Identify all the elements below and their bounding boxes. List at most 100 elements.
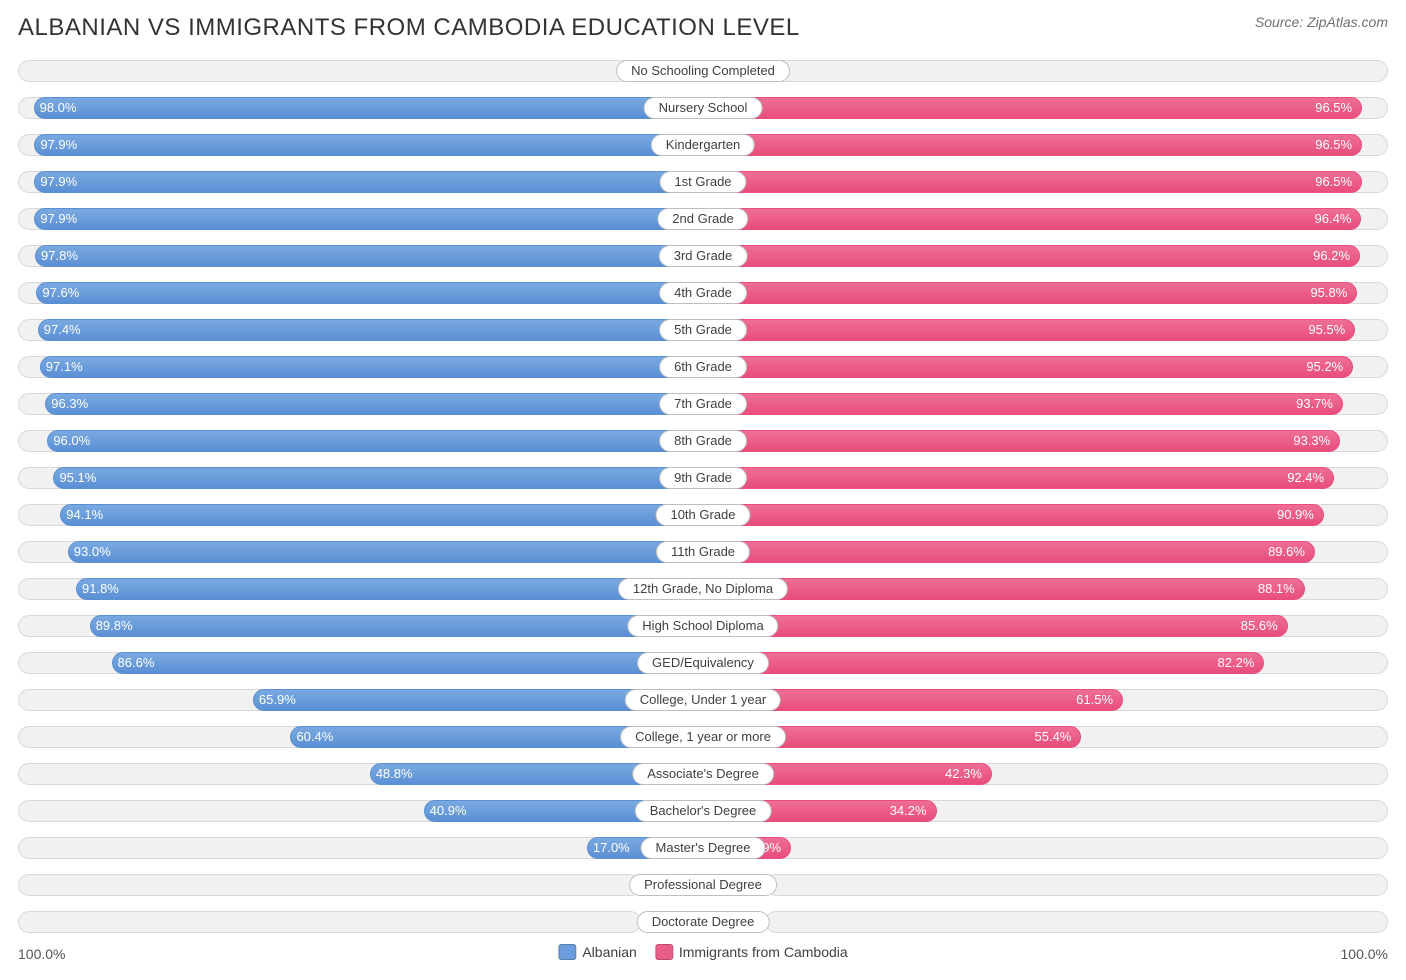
bar-right: [703, 467, 1334, 489]
bar-right: [703, 208, 1361, 230]
bar-left: [90, 615, 703, 637]
value-left: 60.4%: [296, 726, 333, 748]
value-left: 98.0%: [40, 97, 77, 119]
bar-left: [34, 171, 703, 193]
bar-left: [76, 578, 703, 600]
source-name: ZipAtlas.com: [1307, 14, 1388, 30]
value-left: 97.4%: [44, 319, 81, 341]
track-right: [765, 874, 1388, 896]
bar-right: [703, 541, 1315, 563]
value-left: 48.8%: [376, 763, 413, 785]
value-right: 93.3%: [1293, 430, 1330, 452]
bar-left: [68, 541, 703, 563]
track-left: [18, 837, 641, 859]
legend-label-right: Immigrants from Cambodia: [679, 944, 848, 960]
category-label: GED/Equivalency: [637, 652, 769, 674]
legend-swatch-right: [655, 944, 673, 960]
category-label: 4th Grade: [659, 282, 747, 304]
chart-row: 95.1%92.4%9th Grade: [18, 463, 1388, 493]
value-right: 82.2%: [1218, 652, 1255, 674]
bar-left: [38, 319, 703, 341]
chart-row: 94.1%90.9%10th Grade: [18, 500, 1388, 530]
value-left: 93.0%: [74, 541, 111, 563]
bar-right: [703, 97, 1362, 119]
legend-item-right: Immigrants from Cambodia: [655, 944, 848, 960]
chart-row: 89.8%85.6%High School Diploma: [18, 611, 1388, 641]
bar-left: [47, 430, 703, 452]
bar-left: [34, 134, 703, 156]
bar-right: [703, 393, 1343, 415]
value-right: 96.5%: [1315, 97, 1352, 119]
chart-row: 97.9%96.4%2nd Grade: [18, 204, 1388, 234]
legend-label-left: Albanian: [582, 944, 637, 960]
chart-row: 60.4%55.4%College, 1 year or more: [18, 722, 1388, 752]
diverging-bar-chart: 2.1%3.5%No Schooling Completed98.0%96.5%…: [18, 56, 1388, 937]
value-left: 86.6%: [118, 652, 155, 674]
value-right: 85.6%: [1241, 615, 1278, 637]
bar-left: [112, 652, 703, 674]
value-right: 96.5%: [1315, 171, 1352, 193]
category-label: Master's Degree: [641, 837, 766, 859]
legend: Albanian Immigrants from Cambodia: [558, 944, 847, 960]
value-left: 97.1%: [46, 356, 83, 378]
bar-right: [703, 578, 1305, 600]
chart-row: 98.0%96.5%Nursery School: [18, 93, 1388, 123]
category-label: College, Under 1 year: [625, 689, 781, 711]
category-label: Doctorate Degree: [637, 911, 770, 933]
value-left: 17.0%: [593, 837, 630, 859]
chart-row: 97.4%95.5%5th Grade: [18, 315, 1388, 345]
bar-left: [34, 97, 703, 119]
category-label: Associate's Degree: [632, 763, 774, 785]
chart-row: 96.3%93.7%7th Grade: [18, 389, 1388, 419]
category-label: 2nd Grade: [657, 208, 748, 230]
bar-right: [703, 171, 1362, 193]
value-left: 40.9%: [430, 800, 467, 822]
chart-footer: 100.0% Albanian Immigrants from Cambodia…: [18, 944, 1388, 970]
chart-title: ALBANIAN VS IMMIGRANTS FROM CAMBODIA EDU…: [18, 14, 800, 42]
chart-row: 86.6% 82.2% GED/Equivalency: [18, 648, 1388, 678]
legend-swatch-left: [558, 944, 576, 960]
bar-left: [53, 467, 703, 489]
legend-item-left: Albanian: [558, 944, 637, 960]
value-left: 65.9%: [259, 689, 296, 711]
value-left: 97.9%: [40, 134, 77, 156]
bar-right: [703, 245, 1360, 267]
category-label: 11th Grade: [656, 541, 750, 563]
header: ALBANIAN VS IMMIGRANTS FROM CAMBODIA EDU…: [18, 14, 1388, 42]
bar-right: [703, 319, 1355, 341]
track-right: [765, 911, 1388, 933]
category-label: 3rd Grade: [659, 245, 748, 267]
value-left: 96.0%: [53, 430, 90, 452]
chart-row: 65.9% 61.5% College, Under 1 year: [18, 685, 1388, 715]
bar-left: [40, 356, 703, 378]
value-left: 95.1%: [59, 467, 96, 489]
bar-left: [34, 208, 703, 230]
track-right: [765, 837, 1388, 859]
value-left: 94.1%: [66, 504, 103, 526]
chart-row: 48.8%42.3%Associate's Degree: [18, 759, 1388, 789]
category-label: Professional Degree: [629, 874, 777, 896]
category-label: 8th Grade: [659, 430, 747, 452]
value-right: 61.5%: [1076, 689, 1113, 711]
source-attribution: Source: ZipAtlas.com: [1255, 14, 1388, 30]
axis-label-right: 100.0%: [1341, 946, 1388, 962]
category-label: Bachelor's Degree: [635, 800, 772, 822]
chart-row: 4.9%3.6%Professional Degree: [18, 870, 1388, 900]
value-right: 92.4%: [1287, 467, 1324, 489]
category-label: 1st Grade: [659, 171, 746, 193]
category-label: No Schooling Completed: [616, 60, 790, 82]
chart-row: 93.0%89.6%11th Grade: [18, 537, 1388, 567]
value-right: 55.4%: [1035, 726, 1072, 748]
category-label: 10th Grade: [655, 504, 750, 526]
bar-right: [703, 134, 1362, 156]
bar-left: [60, 504, 703, 526]
chart-row: 97.8%96.2%3rd Grade: [18, 241, 1388, 271]
chart-row: 96.0% 93.3% 8th Grade: [18, 426, 1388, 456]
category-label: High School Diploma: [627, 615, 778, 637]
bar-left: [45, 393, 703, 415]
chart-row: 97.6%95.8%4th Grade: [18, 278, 1388, 308]
bar-right: [703, 504, 1324, 526]
track-right: [765, 60, 1388, 82]
value-right: 34.2%: [890, 800, 927, 822]
value-left: 91.8%: [82, 578, 119, 600]
